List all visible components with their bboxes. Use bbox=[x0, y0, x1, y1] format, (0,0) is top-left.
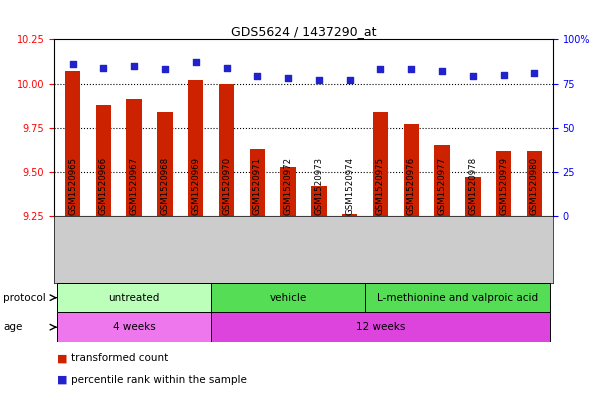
Text: ■: ■ bbox=[57, 353, 67, 364]
Bar bbox=[96, 105, 111, 216]
Point bbox=[499, 72, 508, 78]
Text: age: age bbox=[3, 322, 22, 332]
Bar bbox=[157, 112, 172, 216]
Text: percentile rank within the sample: percentile rank within the sample bbox=[71, 375, 247, 385]
Bar bbox=[496, 151, 511, 216]
Point bbox=[345, 77, 355, 83]
Title: GDS5624 / 1437290_at: GDS5624 / 1437290_at bbox=[231, 25, 376, 38]
Point bbox=[99, 64, 108, 71]
Bar bbox=[57, 312, 211, 342]
Bar bbox=[435, 145, 450, 216]
Bar bbox=[526, 151, 542, 216]
Text: 12 weeks: 12 weeks bbox=[356, 322, 405, 332]
Point bbox=[160, 66, 169, 72]
Text: protocol: protocol bbox=[3, 293, 46, 303]
Bar bbox=[219, 84, 234, 216]
Point bbox=[438, 68, 447, 74]
Point bbox=[406, 66, 416, 72]
Point bbox=[222, 64, 231, 71]
Point bbox=[68, 61, 78, 67]
Bar bbox=[404, 124, 419, 216]
Bar bbox=[365, 283, 550, 312]
Text: ■: ■ bbox=[57, 375, 67, 385]
Point bbox=[283, 75, 293, 81]
Bar bbox=[57, 283, 211, 312]
Bar bbox=[249, 149, 265, 216]
Bar bbox=[342, 215, 358, 216]
Bar bbox=[465, 177, 481, 216]
Text: untreated: untreated bbox=[108, 293, 160, 303]
Text: 4 weeks: 4 weeks bbox=[113, 322, 156, 332]
Bar bbox=[126, 99, 142, 216]
Bar bbox=[211, 312, 550, 342]
Text: transformed count: transformed count bbox=[71, 353, 168, 364]
Point bbox=[252, 73, 262, 79]
Text: L-methionine and valproic acid: L-methionine and valproic acid bbox=[377, 293, 538, 303]
Bar bbox=[373, 112, 388, 216]
Point bbox=[468, 73, 478, 79]
Point bbox=[129, 62, 139, 69]
Point bbox=[529, 70, 539, 76]
Bar bbox=[188, 80, 203, 216]
Point bbox=[191, 59, 201, 65]
Bar bbox=[281, 167, 296, 216]
Point bbox=[376, 66, 385, 72]
Bar bbox=[65, 71, 81, 216]
Bar bbox=[211, 283, 365, 312]
Point bbox=[314, 77, 324, 83]
Text: vehicle: vehicle bbox=[269, 293, 307, 303]
Bar bbox=[311, 186, 326, 216]
